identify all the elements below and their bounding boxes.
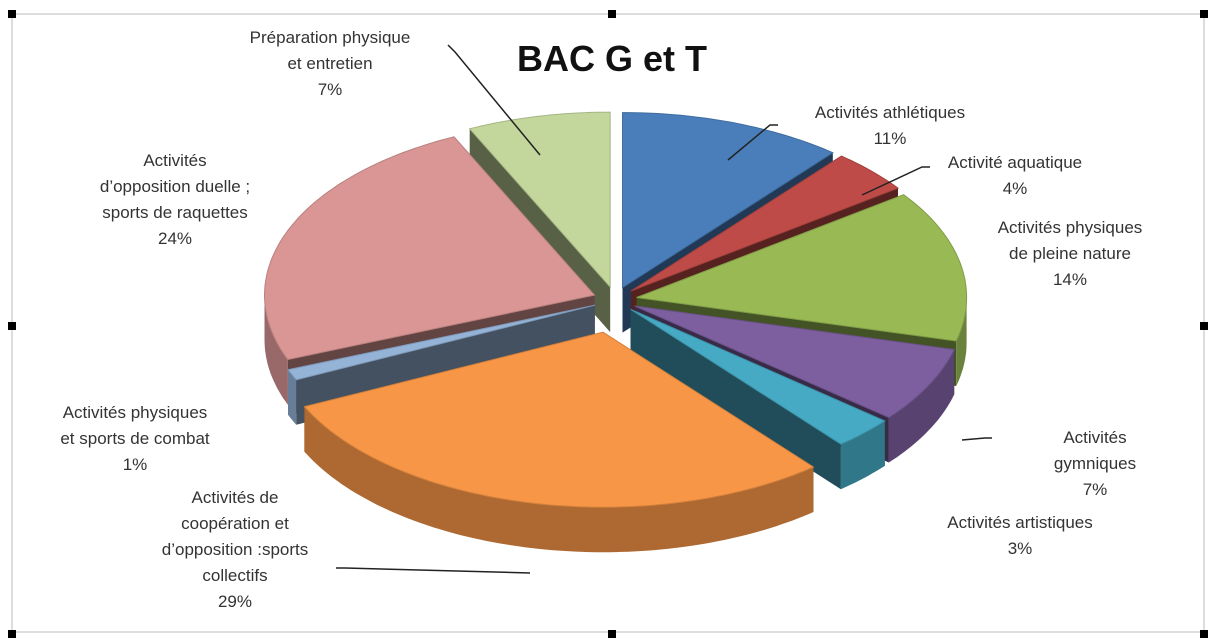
slice-top bbox=[287, 304, 595, 381]
category-label: Activités artistiques bbox=[947, 513, 1093, 532]
slice-wall bbox=[304, 406, 814, 553]
slice-wall bbox=[840, 420, 885, 490]
value-label: 11% bbox=[873, 129, 907, 148]
value-label: 1% bbox=[122, 455, 148, 474]
value-label: 24% bbox=[157, 229, 193, 248]
category-label: Activités physiques et sports de combat bbox=[60, 403, 210, 448]
category-label: Activités physiques de pleine nature bbox=[997, 218, 1143, 263]
slice-label: Activités gymniques 7% bbox=[1035, 425, 1156, 503]
leader-lines bbox=[336, 44, 992, 574]
slice-top bbox=[636, 194, 968, 342]
slice-top bbox=[303, 331, 815, 508]
value-label: 14% bbox=[1052, 270, 1088, 289]
slice-label: Activités artistiques 3% bbox=[947, 510, 1093, 562]
slice-wall bbox=[288, 369, 297, 425]
slice-top bbox=[263, 136, 596, 361]
slice bbox=[303, 331, 815, 553]
slice-label: Préparation physique et entretien 7% bbox=[250, 25, 411, 103]
slice-top bbox=[630, 308, 886, 445]
value-label: 7% bbox=[317, 80, 343, 99]
slice-wall bbox=[888, 349, 955, 463]
value-label: 7% bbox=[1082, 480, 1108, 499]
slice-label: Activités de coopération et d’opposition… bbox=[162, 485, 308, 615]
slice-top bbox=[468, 111, 611, 289]
slice-label: Activités athlétiques 11% bbox=[815, 100, 965, 152]
slice-label: Activité aquatique 4% bbox=[948, 150, 1082, 202]
value-label: 29% bbox=[217, 592, 253, 611]
category-label: Activités de coopération et d’opposition… bbox=[161, 488, 309, 585]
value-label: 3% bbox=[1007, 539, 1033, 558]
slice-wall bbox=[264, 295, 288, 405]
slice-label: Activités d’opposition duelle ; sports d… bbox=[100, 148, 250, 252]
category-label: Préparation physique et entretien bbox=[249, 28, 411, 73]
category-label: Activités d’opposition duelle ; sports d… bbox=[99, 151, 251, 222]
category-label: Activités gymniques bbox=[1053, 428, 1137, 473]
category-label: Activité aquatique bbox=[947, 153, 1083, 172]
category-label: Activités athlétiques bbox=[814, 103, 966, 122]
slice-top bbox=[622, 112, 834, 289]
handles bbox=[8, 10, 1208, 638]
slice bbox=[630, 308, 886, 490]
slice-label: Activités physiques de pleine nature 14% bbox=[998, 215, 1143, 293]
value-label: 4% bbox=[1002, 179, 1028, 198]
slice-top bbox=[634, 305, 955, 419]
pie bbox=[263, 111, 968, 553]
slice-label: Activités physiques et sports de combat 1… bbox=[60, 400, 209, 478]
slice-top bbox=[630, 155, 900, 292]
slice-side bbox=[288, 305, 595, 415]
chart-title: BAC G et T bbox=[516, 38, 708, 79]
